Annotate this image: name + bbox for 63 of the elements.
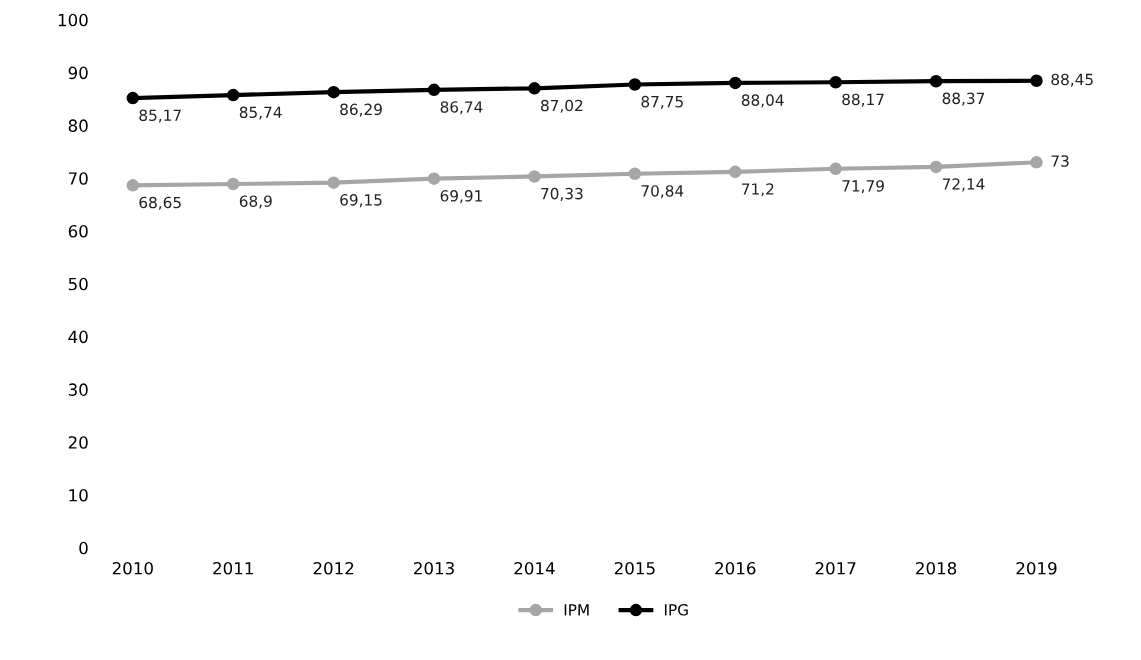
y-tick-label: 60	[68, 224, 88, 238]
data-label: 85,74	[239, 106, 282, 120]
data-label: 69,15	[340, 194, 382, 208]
point	[829, 76, 842, 89]
x-tick-label: 2017	[815, 561, 856, 575]
point	[126, 179, 140, 192]
data-label: 71,79	[842, 180, 884, 194]
x-tick-label: 2019	[1016, 561, 1057, 575]
point	[929, 74, 943, 88]
point	[729, 76, 742, 90]
point	[226, 177, 240, 191]
x-tick-label: 2015	[614, 561, 655, 575]
x-tick-label: 2014	[514, 561, 555, 575]
data-label: 70,33	[541, 187, 583, 201]
data-label: 72,14	[942, 178, 985, 192]
x-tick-label: 2011	[213, 561, 253, 575]
point	[729, 165, 742, 179]
point	[528, 82, 541, 95]
y-tick-label: 20	[68, 436, 88, 449]
data-label: 69,91	[440, 190, 482, 204]
point	[528, 170, 541, 183]
data-label: 88,04	[741, 94, 784, 108]
data-label: 70,84	[641, 185, 684, 199]
x-tick-label: 2018	[916, 561, 957, 575]
y-tick-label: 10	[69, 488, 88, 502]
x-tick-label: 2010	[112, 561, 153, 575]
data-label: 85,17	[139, 109, 181, 123]
y-tick-label: 90	[68, 66, 88, 80]
point	[327, 176, 340, 189]
point	[226, 88, 240, 102]
data-label: 88,37	[942, 92, 985, 106]
data-label: 86,29	[340, 103, 382, 117]
x-tick-label: 2016	[715, 561, 756, 575]
point	[929, 160, 943, 174]
legend-label: IPG	[664, 604, 688, 616]
point	[628, 167, 642, 181]
y-tick-label: 30	[68, 383, 88, 396]
y-tick-label: 50	[68, 277, 88, 291]
data-label: 88,45	[1051, 73, 1093, 87]
point	[126, 91, 140, 105]
legend-label: IPM	[564, 604, 589, 616]
data-label: 71,2	[742, 183, 774, 197]
x-tick-label: 2013	[414, 561, 454, 575]
point	[829, 162, 842, 175]
data-label: 87,75	[641, 95, 683, 109]
data-label: 86,74	[440, 101, 483, 115]
data-label: 68,9	[239, 195, 272, 209]
data-label: 68,65	[139, 196, 181, 210]
point	[1030, 74, 1043, 88]
data-label: 87,02	[541, 99, 583, 113]
point	[1030, 156, 1043, 169]
point	[427, 172, 441, 185]
y-tick-label: 100	[58, 13, 88, 27]
data-label: 73	[1051, 155, 1069, 167]
y-tick-label: 40	[68, 330, 88, 344]
y-tick-label: 0	[79, 541, 88, 555]
y-tick-label: 80	[68, 119, 88, 132]
y-tick-label: 70	[68, 172, 88, 185]
point	[327, 85, 340, 99]
data-label: 88,17	[842, 93, 884, 107]
point	[427, 83, 441, 97]
x-tick-label: 2012	[313, 561, 354, 575]
point	[628, 78, 642, 91]
